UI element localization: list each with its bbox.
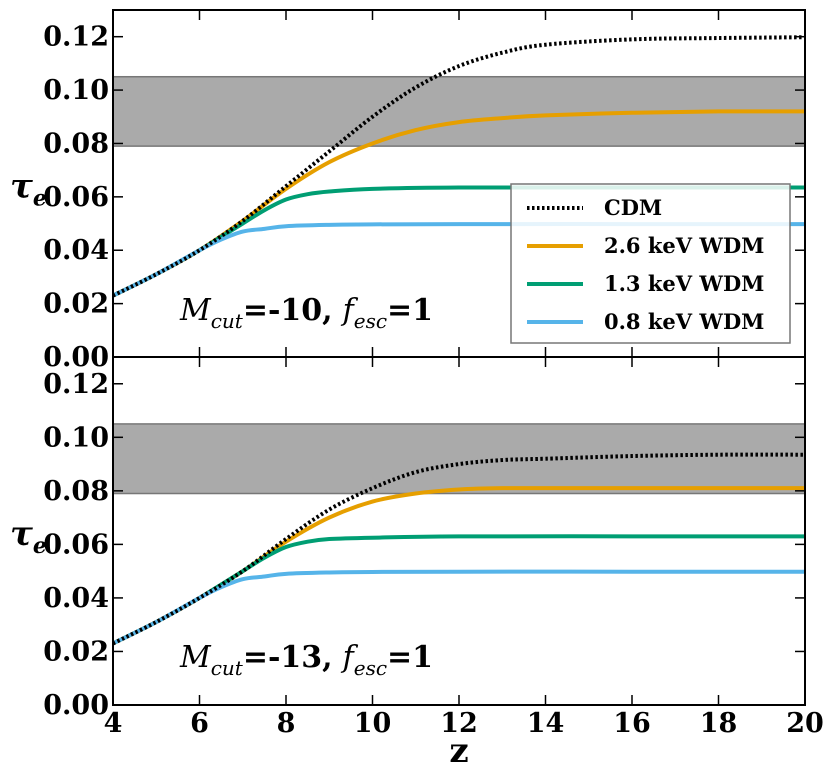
y-tick-label: 0.08: [43, 128, 109, 159]
y-tick-label: 0.10: [43, 422, 109, 453]
x-tick-label: 8: [277, 708, 296, 739]
panel-bottom: 0.00 0.02 0.04 0.06 0.08 0.10 0.12 4 6 8 10 12 14 16 1…: [10, 356, 824, 769]
y-tick-label: 0.02: [43, 289, 109, 320]
y-tick-label: 0.04: [43, 235, 109, 266]
annotation-f-value: =1: [387, 293, 433, 328]
y-axis-label: τe: [10, 514, 47, 559]
x-tick-label: 16: [613, 708, 651, 739]
panel-annotation: Mcut=-13, fesc=1: [179, 640, 433, 680]
series-line-2-6-kev-wdm: [113, 486, 805, 646]
x-tick-label: 14: [527, 708, 565, 739]
y-tick-label: 0.06: [43, 182, 109, 213]
series-line-0-8-kev-wdm: [113, 569, 805, 646]
annotation-m-sub: cut: [211, 656, 244, 680]
y-tick-label: 0.08: [43, 476, 109, 507]
annotation-m-value: =-10,: [243, 293, 333, 328]
y-tick-label: 0.06: [43, 529, 109, 560]
y-axis-subscript: e: [33, 186, 47, 212]
y-tick-label: 0.04: [43, 583, 109, 614]
annotation-m-value: =-13,: [243, 640, 333, 675]
legend: CDM 2.6 keV WDM 1.3 keV WDM 0.8 keV WDM: [510, 183, 791, 344]
y-tick-label: 0.00: [43, 342, 109, 373]
x-tick-label: 20: [786, 708, 824, 739]
legend-label: 1.3 keV WDM: [604, 271, 764, 296]
y-axis-symbol: τ: [10, 514, 33, 554]
x-tick-label: 18: [700, 708, 738, 739]
y-tick-label: 0.10: [43, 75, 109, 106]
x-axis-label: z: [449, 731, 468, 769]
x-tick-label: 6: [190, 708, 209, 739]
annotation-m-sub: cut: [211, 309, 244, 333]
annotation-m-symbol: M: [179, 640, 212, 675]
legend-box: [510, 183, 791, 344]
panel-annotation: Mcut=-10, fesc=1: [179, 293, 433, 333]
legend-label: 0.8 keV WDM: [604, 309, 764, 334]
annotation-f-sub: esc: [354, 656, 387, 680]
y-tick-label: 0.00: [43, 690, 109, 721]
x-tick-label: 4: [104, 708, 123, 739]
x-tick-label: 10: [354, 708, 392, 739]
y-tick-label: 0.12: [43, 369, 109, 400]
annotation-f-sub: esc: [354, 309, 387, 333]
annotation-m-symbol: M: [179, 293, 212, 328]
x-tick-label: 12: [440, 708, 478, 739]
y-tick-label: 0.02: [43, 636, 109, 667]
y-axis-subscript: e: [33, 533, 47, 559]
legend-label: CDM: [604, 195, 662, 220]
panel-top: 0.00 0.02 0.04 0.06 0.08 0.10 0.12 τe Mcut=-10, f…: [10, 9, 806, 373]
series-group: [113, 452, 805, 646]
annotation-f-value: =1: [387, 640, 433, 675]
plot-frame: [112, 356, 806, 706]
series-line-cdm: [113, 35, 805, 298]
y-axis-label: τe: [10, 167, 47, 212]
legend-label: 2.6 keV WDM: [604, 233, 764, 258]
observed-tau-band: [112, 423, 806, 495]
y-tick-label: 0.12: [43, 22, 109, 53]
y-axis-symbol: τ: [10, 167, 33, 207]
